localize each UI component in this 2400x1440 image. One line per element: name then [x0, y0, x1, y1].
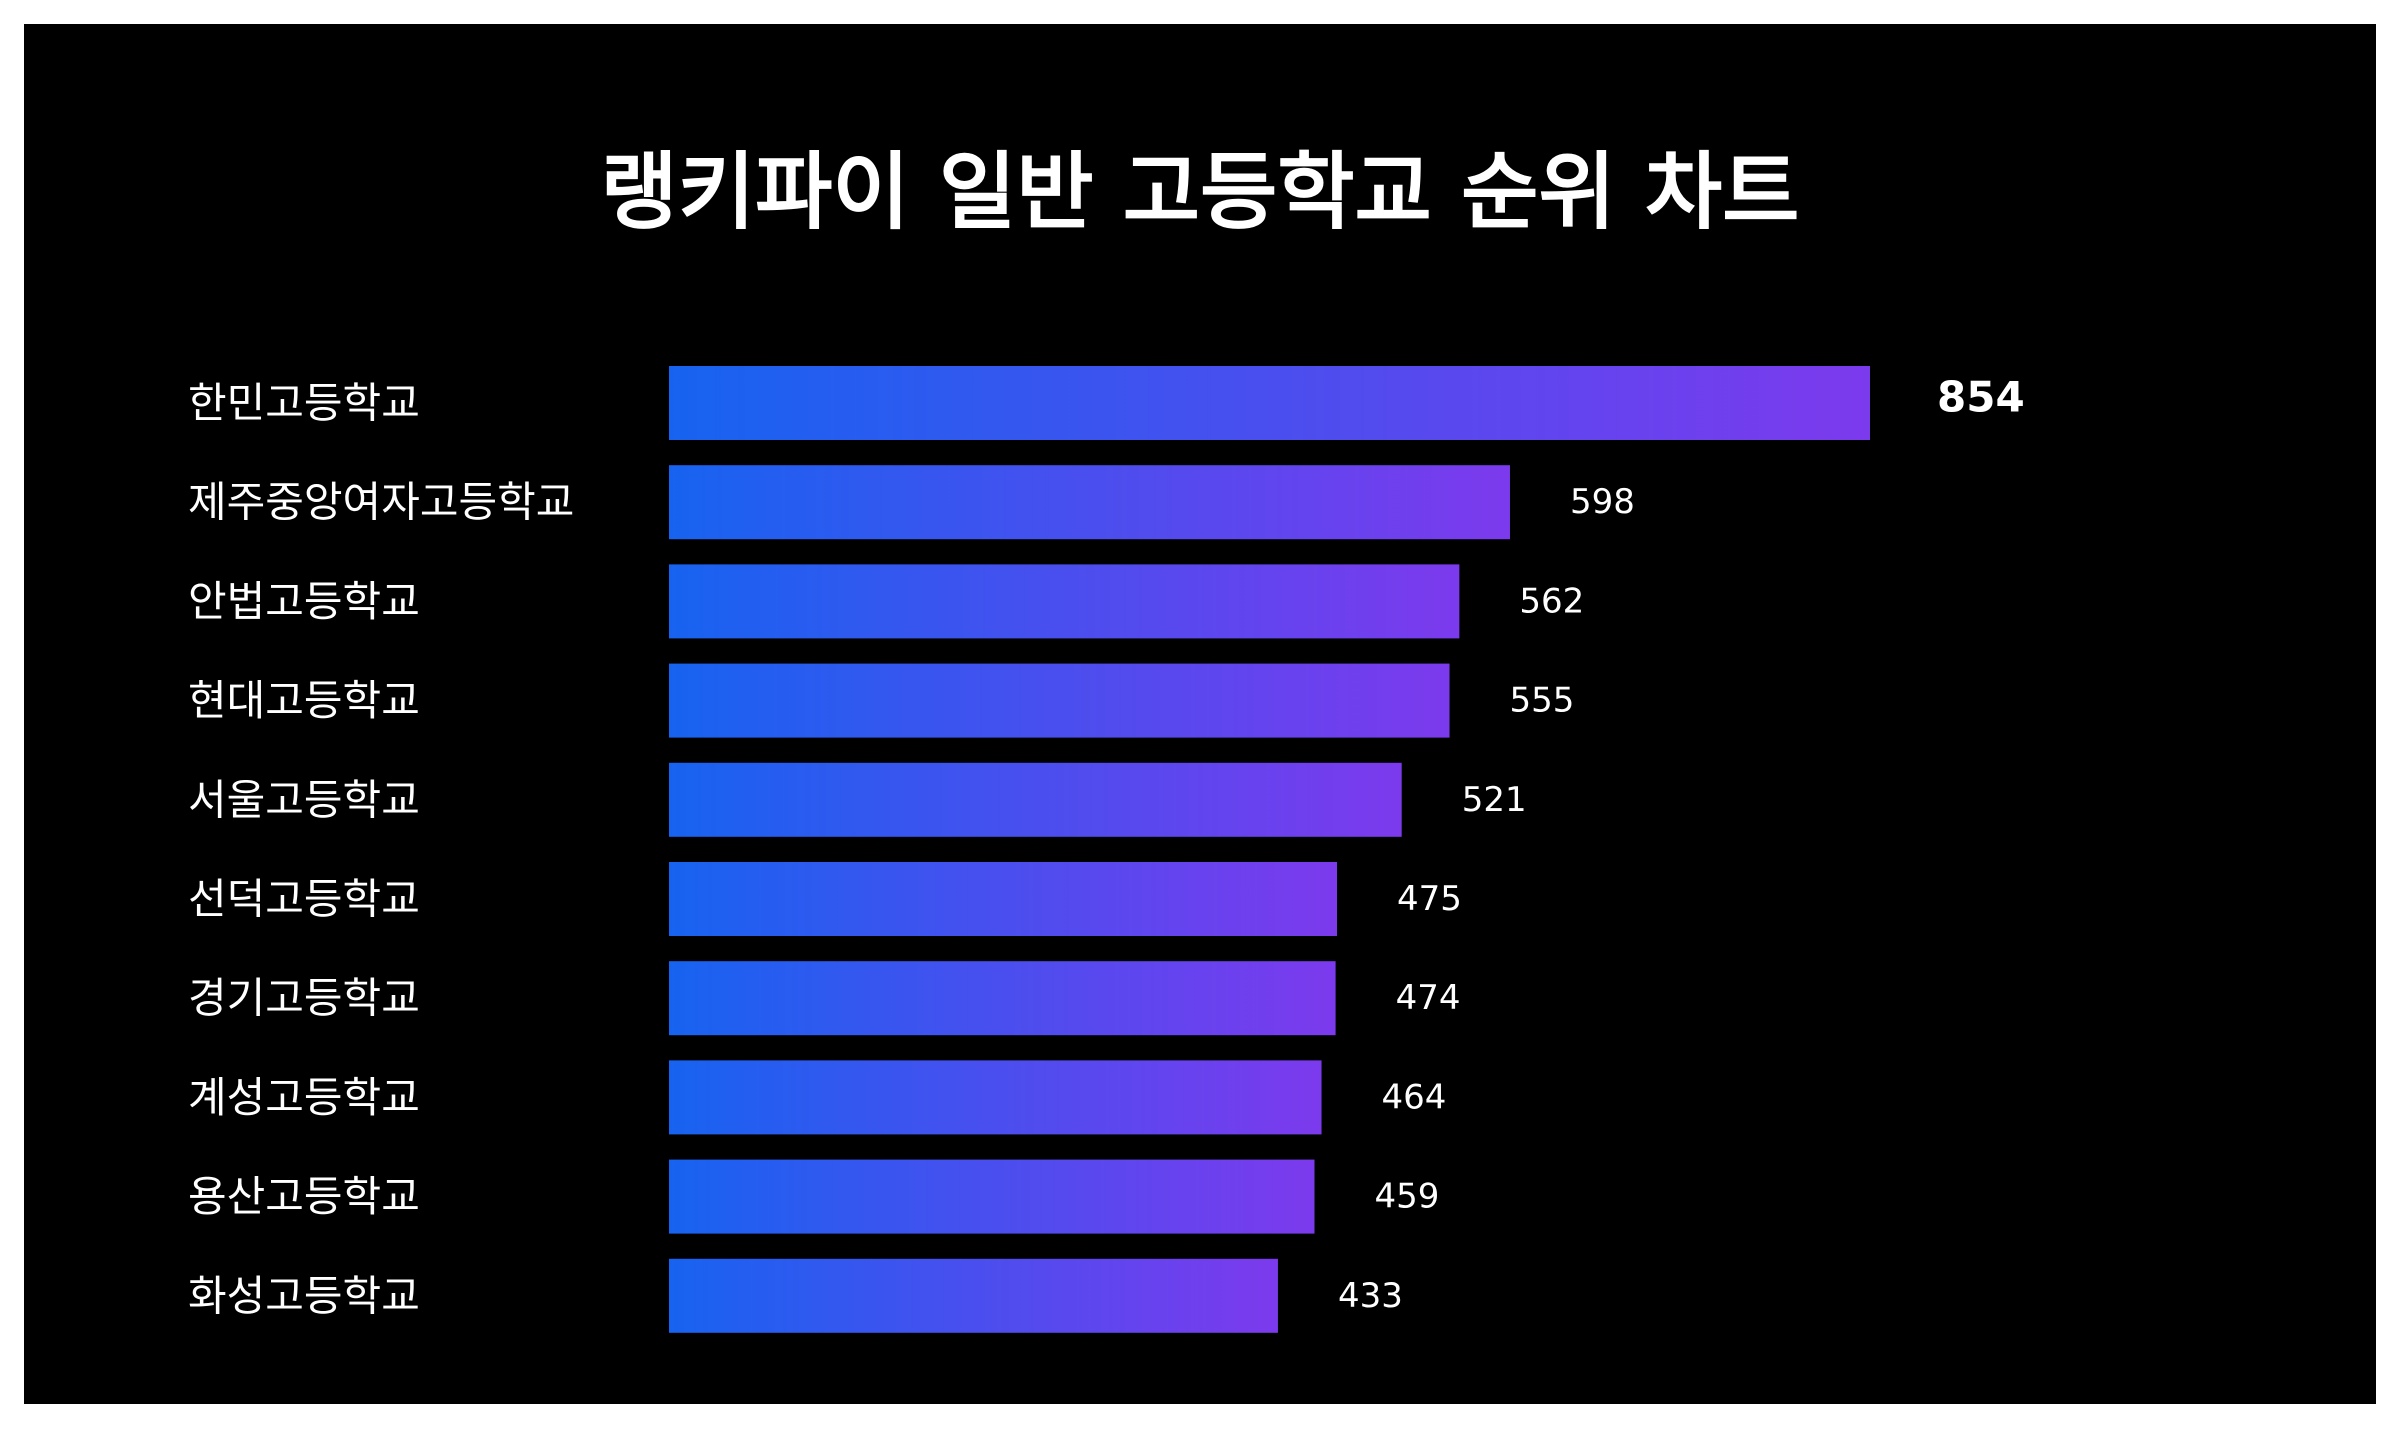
category-label: 경기고등학교	[188, 974, 420, 1023]
category-label: 제주중앙여자고등학교	[188, 478, 574, 527]
bar	[669, 1060, 1322, 1135]
category-label: 선덕고등학교	[188, 875, 420, 924]
category-label: 안법고등학교	[188, 577, 420, 626]
bar	[669, 1159, 1315, 1234]
category-label: 화성고등학교	[188, 1271, 420, 1320]
value-label: 433	[1338, 1276, 1403, 1316]
chart-title: 랭키파이 일반 고등학교 순위 차트	[600, 143, 1800, 241]
bar	[669, 961, 1336, 1036]
bar	[669, 465, 1510, 540]
value-label: 854	[1937, 373, 2025, 422]
value-label: 474	[1396, 978, 1461, 1018]
bar	[669, 663, 1450, 738]
value-label: 598	[1570, 482, 1635, 522]
value-label: 459	[1375, 1177, 1440, 1217]
value-label: 562	[1519, 581, 1584, 621]
bar	[669, 564, 1460, 639]
category-label: 용산고등학교	[188, 1172, 420, 1221]
category-label: 서울고등학교	[188, 775, 420, 824]
category-label: 계성고등학교	[188, 1073, 420, 1122]
value-label: 555	[1510, 681, 1575, 721]
bars-layer: 한민고등학교 854 제주중앙여자고등학교 598 안법고등학교 562 현대고등학교 555…	[188, 366, 2025, 1333]
bar	[669, 862, 1338, 936]
category-label: 한민고등학교	[188, 379, 420, 428]
bar	[669, 1258, 1278, 1333]
value-label: 464	[1382, 1077, 1447, 1117]
bar	[669, 366, 1870, 440]
bar	[669, 762, 1402, 837]
value-label: 475	[1397, 879, 1462, 919]
category-label: 현대고등학교	[188, 676, 420, 725]
value-label: 521	[1462, 780, 1527, 820]
